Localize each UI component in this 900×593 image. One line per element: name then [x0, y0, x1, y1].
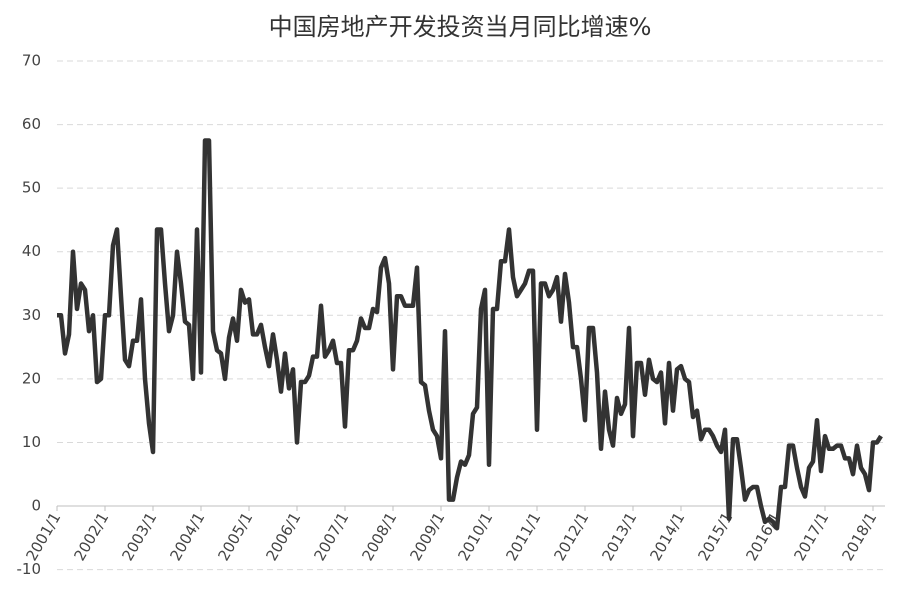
y-tick-label: 40 — [22, 242, 41, 260]
y-tick-label: 0 — [31, 497, 41, 515]
x-tick-label: 2009/1 — [406, 509, 448, 564]
x-tick-label: 2003/1 — [118, 509, 160, 564]
x-tick-label: 2014/1 — [646, 509, 688, 564]
x-tick-label: 2005/1 — [214, 509, 256, 564]
chart-title: 中国房地产开发投资当月同比增速% — [269, 13, 652, 41]
x-tick-label: 2004/1 — [166, 509, 208, 564]
y-tick-label: 10 — [22, 433, 41, 451]
x-tick-label: 2008/1 — [358, 509, 400, 564]
x-tick-label: 2006/1 — [262, 509, 304, 564]
y-tick-label: 30 — [22, 306, 41, 324]
x-tick-label: 2018/1 — [838, 509, 880, 564]
x-tick-label: 2002/1 — [70, 509, 112, 564]
x-tick-label: 2017/1 — [790, 509, 832, 564]
data-line — [57, 138, 883, 531]
x-tick-label: 2007/1 — [310, 509, 352, 564]
x-tick-label: 2010/1 — [454, 509, 496, 564]
x-tick-label: 2013/1 — [598, 509, 640, 564]
x-tick-label: 2012/1 — [550, 509, 592, 564]
y-tick-label: -10 — [17, 560, 42, 578]
y-tick-label: 20 — [22, 369, 41, 387]
y-tick-label: 70 — [22, 52, 41, 70]
y-tick-label: 50 — [22, 179, 41, 197]
x-tick-label: 2011/1 — [502, 509, 544, 564]
x-tick-label: 2001/1 — [22, 509, 64, 564]
y-tick-label: 60 — [22, 115, 41, 133]
